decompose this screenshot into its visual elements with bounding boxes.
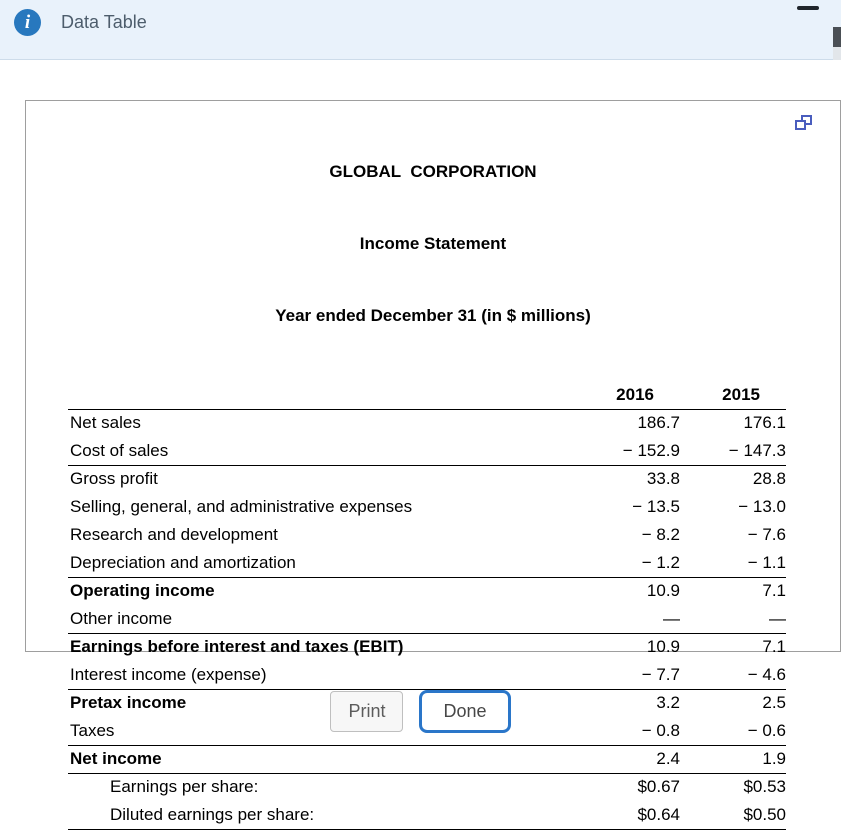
statement-titles: GLOBAL CORPORATION Income Statement Year…	[26, 101, 840, 376]
table-row: Gross profit 33.8 28.8	[68, 465, 786, 493]
table-row: Net sales 186.7 176.1	[68, 409, 786, 437]
row-value-2016: 186.7	[637, 413, 680, 433]
row-value-2015: 1.9	[680, 745, 786, 774]
scrollbar-thumb[interactable]	[833, 27, 841, 47]
dialog-title: Data Table	[61, 12, 147, 32]
row-label: Earnings before interest and taxes (EBIT…	[70, 637, 404, 657]
popout-icon[interactable]	[795, 115, 812, 130]
row-label: Operating income	[70, 581, 215, 601]
minimize-button[interactable]	[797, 6, 819, 10]
row-value-2015: 7.1	[762, 637, 786, 657]
table-row: Depreciation and amortization − 1.2 − 1.…	[68, 549, 786, 578]
company-name: GLOBAL CORPORATION	[329, 162, 537, 181]
table-row: Other income — —	[68, 605, 786, 634]
row-value-2015: − 4.6	[680, 661, 786, 690]
row-value-2016: $0.67	[637, 777, 680, 797]
row-value-2015: 2.5	[762, 693, 786, 713]
table-row: Research and development − 8.2 − 7.6	[68, 521, 786, 549]
row-label: Gross profit	[70, 469, 158, 489]
dialog-header: i Data Table	[0, 0, 841, 60]
column-header-2016: 2016	[574, 381, 680, 410]
income-statement-table: 2016 2015 Net sales 186.7 176.1 Cost of …	[68, 381, 786, 830]
row-value-2016: − 7.7	[574, 661, 680, 690]
row-value-2015: 176.1	[743, 413, 786, 433]
data-table-panel: GLOBAL CORPORATION Income Statement Year…	[25, 100, 841, 830]
row-value-2016: − 1.2	[574, 549, 680, 578]
row-value-2016: 33.8	[646, 469, 680, 489]
row-value-2016: 3.2	[656, 693, 680, 713]
row-label: Research and development	[70, 525, 278, 544]
table-row: Cost of sales − 152.9 − 147.3	[68, 437, 786, 466]
statement-name: Income Statement	[359, 234, 507, 253]
row-label: Net income	[68, 745, 574, 774]
row-value-2016: $0.64	[574, 801, 680, 830]
info-icon: i	[14, 9, 41, 36]
row-label: Selling, general, and administrative exp…	[70, 497, 413, 516]
table-header-row: 2016 2015	[68, 381, 786, 410]
row-value-2016: − 0.8	[574, 717, 680, 746]
row-value-2015: 7.1	[762, 581, 786, 601]
row-label: Diluted earnings per share:	[68, 801, 574, 830]
row-value-2015: —	[680, 605, 786, 634]
row-label: Net sales	[70, 413, 141, 433]
column-header-2015: 2015	[680, 381, 786, 410]
row-value-2015: − 13.0	[738, 497, 786, 516]
table-row: Operating income 10.9 7.1	[68, 577, 786, 605]
scrollbar-track[interactable]	[833, 27, 841, 60]
row-value-2015: 28.8	[752, 469, 786, 489]
statement-period: Year ended December 31 (in $ millions)	[275, 306, 591, 325]
row-value-2016: − 152.9	[574, 437, 680, 466]
row-value-2015: $0.50	[680, 801, 786, 830]
row-value-2016: —	[574, 605, 680, 634]
row-value-2016: 2.4	[574, 745, 680, 774]
row-value-2016: − 8.2	[641, 525, 680, 544]
table-row: Earnings before interest and taxes (EBIT…	[68, 633, 786, 661]
row-value-2015: $0.53	[743, 777, 786, 797]
table-row: Net income 2.4 1.9	[68, 745, 786, 774]
row-label: Depreciation and amortization	[68, 549, 574, 578]
row-value-2015: − 147.3	[680, 437, 786, 466]
done-button[interactable]: Done	[419, 690, 511, 733]
row-label: Interest income (expense)	[68, 661, 574, 690]
popout-icon-front	[795, 120, 806, 130]
print-button[interactable]: Print	[330, 691, 404, 732]
table-row: Pretax income 3.2 2.5	[68, 689, 786, 717]
table-row: Diluted earnings per share: $0.64 $0.50	[68, 801, 786, 830]
row-value-2016: − 13.5	[632, 497, 680, 516]
footer-button-bar: Print Done	[0, 690, 841, 733]
table-row: Earnings per share: $0.67 $0.53	[68, 773, 786, 801]
row-value-2015: − 1.1	[680, 549, 786, 578]
row-label: Other income	[68, 605, 574, 634]
table-row: Selling, general, and administrative exp…	[68, 493, 786, 521]
corner-cell	[68, 381, 574, 410]
row-value-2016: 10.9	[646, 581, 680, 601]
row-value-2016: 10.9	[646, 637, 680, 657]
row-label: Cost of sales	[68, 437, 574, 466]
row-label: Earnings per share:	[110, 777, 259, 797]
row-value-2015: − 7.6	[747, 525, 786, 544]
row-label: Pretax income	[70, 693, 187, 713]
table-row: Interest income (expense) − 7.7 − 4.6	[68, 661, 786, 690]
